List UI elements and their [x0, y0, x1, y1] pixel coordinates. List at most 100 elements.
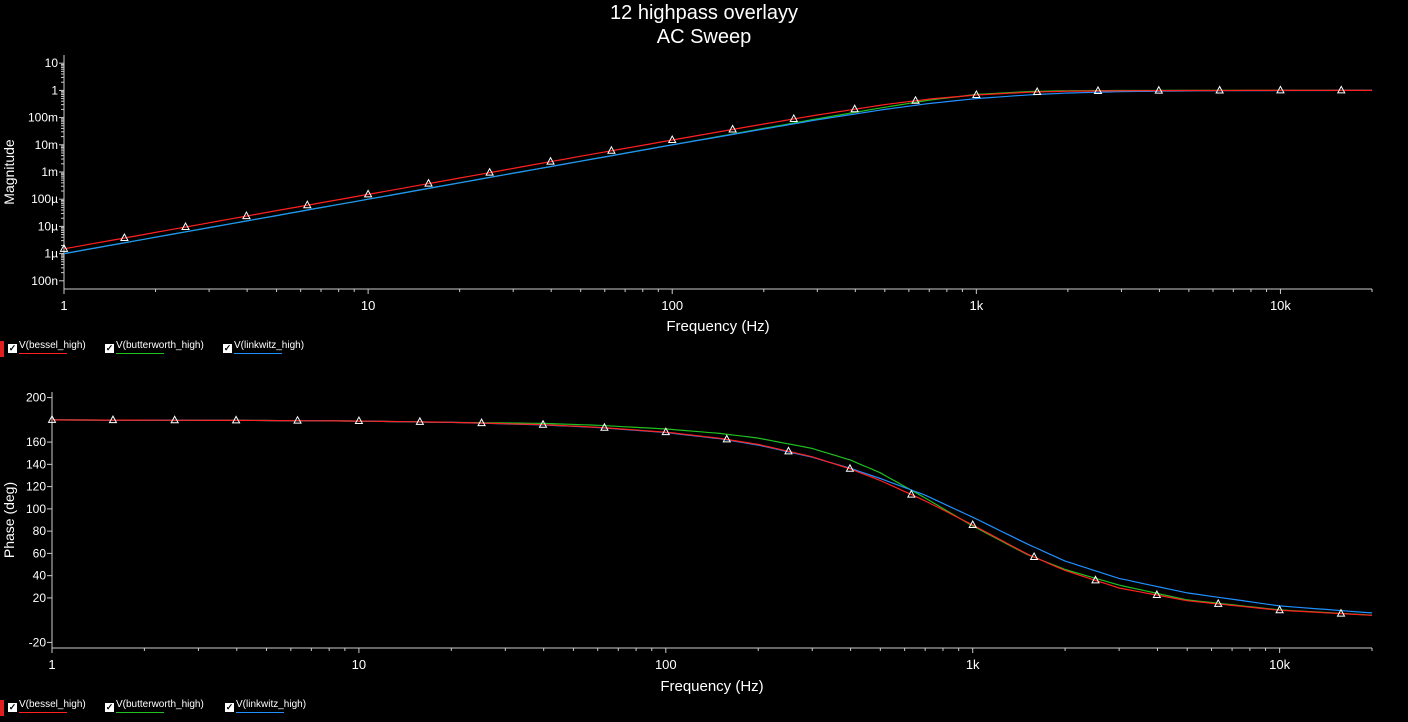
- y-axis-title: Magnitude: [1, 139, 17, 205]
- data-marker: [728, 124, 737, 133]
- data-marker: [1093, 85, 1103, 94]
- data-marker: [363, 189, 373, 198]
- data-marker: [424, 178, 433, 187]
- data-marker: [1215, 85, 1224, 94]
- data-marker: [293, 415, 302, 424]
- y-tick-label: 1µ: [44, 247, 58, 261]
- legend-line-swatch: [116, 712, 164, 713]
- y-tick-label: 40: [33, 569, 47, 583]
- y-tick-label: 120: [26, 480, 46, 494]
- series-line-vbesselhigh: [63, 89, 1372, 250]
- data-marker: [108, 415, 118, 424]
- x-axis-title: Frequency (Hz): [660, 678, 763, 695]
- legend-label: V(butterworth_high): [116, 340, 204, 351]
- y-tick-label: 1: [51, 83, 58, 97]
- legend-line-swatch: [19, 353, 67, 354]
- data-marker: [600, 422, 609, 431]
- data-marker: [789, 113, 799, 122]
- legend-checkbox[interactable]: ✓: [223, 343, 232, 353]
- data-marker: [415, 416, 425, 425]
- x-tick-label: 10: [361, 298, 375, 313]
- x-tick-label: 1: [48, 657, 55, 672]
- legend-label: V(bessel_high): [19, 699, 86, 710]
- y-tick-label: 60: [33, 546, 47, 560]
- data-marker: [546, 156, 555, 165]
- data-marker: [231, 415, 241, 424]
- y-tick-label: 10: [45, 56, 59, 70]
- x-tick-label: 100: [661, 298, 683, 313]
- y-tick-label: 10m: [35, 138, 58, 152]
- data-marker: [242, 211, 251, 220]
- data-marker: [181, 221, 190, 231]
- data-marker: [972, 89, 981, 98]
- legend-line-swatch: [116, 353, 164, 354]
- data-marker: [1275, 605, 1284, 614]
- x-tick-label: 10: [352, 657, 366, 672]
- data-marker: [907, 489, 916, 498]
- legend-line-swatch: [19, 712, 67, 713]
- data-marker: [722, 434, 732, 443]
- data-marker: [1213, 598, 1223, 607]
- legend-label: V(linkwitz_high): [234, 340, 305, 351]
- chart-title: 12 highpass overlayy: [610, 2, 798, 24]
- data-marker: [477, 418, 486, 427]
- y-tick-label: 80: [33, 524, 47, 538]
- y-tick-label: 200: [26, 391, 46, 405]
- series-line-vbutterworthhigh: [63, 89, 1372, 255]
- y-tick-label: 100n: [31, 274, 58, 288]
- data-marker: [1336, 85, 1346, 94]
- legend-label: V(linkwitz_high): [236, 699, 307, 710]
- legend-magnitude: ✓ V(bessel_high) ✓ V(butterworth_high) ✓…: [0, 340, 400, 357]
- data-marker: [968, 519, 978, 529]
- legend-phase: ✓ V(bessel_high) ✓ V(butterworth_high) ✓…: [0, 699, 400, 716]
- chart-subtitle: AC Sweep: [656, 26, 752, 48]
- y-tick-label: 1m: [41, 165, 58, 179]
- series-line-vbutterworthhigh: [51, 419, 1373, 616]
- x-tick-label: 1: [60, 298, 67, 313]
- legend-label: V(butterworth_high): [116, 699, 204, 710]
- data-marker: [667, 134, 677, 144]
- y-tick-label: 140: [26, 457, 46, 471]
- legend-checkbox[interactable]: ✓: [8, 702, 17, 712]
- y-axis-title: Phase (deg): [1, 482, 17, 558]
- data-marker: [911, 95, 920, 104]
- data-marker: [538, 419, 548, 428]
- y-tick-label: 100µ: [31, 192, 58, 206]
- y-tick-label: 100m: [28, 111, 58, 125]
- data-marker: [607, 145, 616, 154]
- y-tick-label: 10µ: [38, 219, 58, 233]
- y-tick-label: 100: [26, 502, 46, 516]
- x-tick-label: 1k: [969, 298, 983, 313]
- data-marker: [47, 414, 57, 423]
- series-line-vbesselhigh: [51, 419, 1373, 616]
- legend-checkbox[interactable]: ✓: [105, 343, 114, 353]
- active-plot-marker: [0, 341, 4, 357]
- series-line-vlinkwitzhigh: [51, 419, 1373, 614]
- data-marker: [1336, 608, 1346, 617]
- data-marker: [302, 200, 312, 209]
- data-marker: [1152, 589, 1162, 599]
- x-axis-title: Frequency (Hz): [666, 318, 769, 335]
- data-marker: [1032, 86, 1042, 95]
- y-tick-label: -20: [29, 635, 47, 649]
- data-marker: [1029, 551, 1039, 561]
- data-marker: [661, 427, 671, 436]
- legend-line-swatch: [236, 712, 284, 713]
- x-tick-label: 10k: [1270, 298, 1291, 313]
- x-tick-label: 1k: [966, 657, 980, 672]
- y-tick-label: 160: [26, 435, 46, 449]
- legend-line-swatch: [234, 353, 282, 354]
- legend-checkbox[interactable]: ✓: [8, 343, 17, 353]
- series-line-vlinkwitzhigh: [63, 89, 1372, 255]
- data-marker: [485, 167, 494, 176]
- legend-checkbox[interactable]: ✓: [225, 702, 234, 712]
- legend-checkbox[interactable]: ✓: [105, 702, 114, 712]
- data-marker: [1154, 85, 1164, 94]
- data-marker: [784, 446, 793, 455]
- data-marker: [354, 415, 364, 425]
- data-marker: [850, 104, 859, 113]
- data-marker: [120, 232, 129, 242]
- x-tick-label: 10k: [1269, 657, 1290, 672]
- data-marker: [845, 463, 855, 472]
